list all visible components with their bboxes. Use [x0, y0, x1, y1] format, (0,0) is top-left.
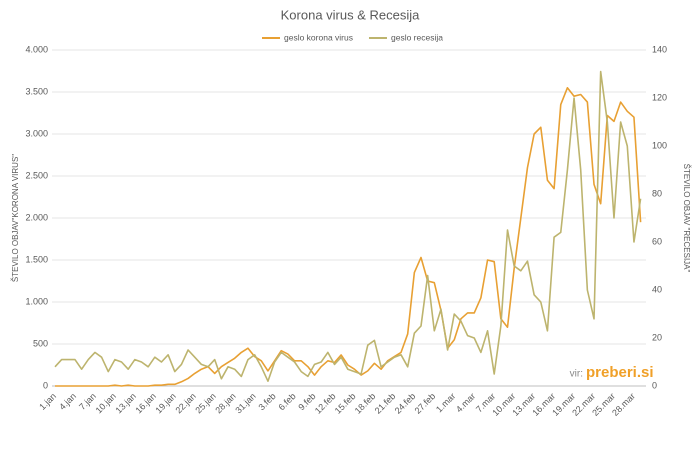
- y2-tick-label: 20: [652, 332, 662, 342]
- legend-label: geslo recesija: [391, 32, 443, 42]
- y-tick-label: 1.500: [25, 254, 48, 264]
- y-tick-label: 3.500: [25, 86, 48, 96]
- legend-label: geslo korona virus: [284, 32, 353, 42]
- source-label: vir:: [570, 369, 583, 380]
- y2-tick-label: 100: [652, 140, 667, 150]
- y2-axis-title: ŠTEVILO OBJAV "RECESIJA": [682, 164, 691, 273]
- y2-tick-label: 60: [652, 236, 662, 246]
- y-tick-label: 3.000: [25, 128, 48, 138]
- y2-tick-label: 140: [652, 44, 667, 54]
- y-tick-label: 4.000: [25, 44, 48, 54]
- y2-tick-label: 40: [652, 284, 662, 294]
- y-axis-title: ŠTEVILO OBJAV"KORONA VIRUS": [11, 154, 20, 282]
- series-line: [54, 70, 642, 382]
- y-tick-label: 1.000: [25, 296, 48, 306]
- y-tick-label: 500: [33, 338, 48, 348]
- y-tick-label: 2.000: [25, 212, 48, 222]
- chart-title: Korona virus & Recesija: [281, 7, 420, 22]
- y-tick-label: 0: [43, 380, 48, 390]
- series-line: [55, 87, 642, 387]
- source-name: preberi.si: [586, 364, 654, 381]
- y2-tick-label: 80: [652, 188, 662, 198]
- y2-tick-label: 0: [652, 380, 657, 390]
- y2-tick-label: 120: [652, 92, 667, 102]
- y-tick-label: 2.500: [25, 170, 48, 180]
